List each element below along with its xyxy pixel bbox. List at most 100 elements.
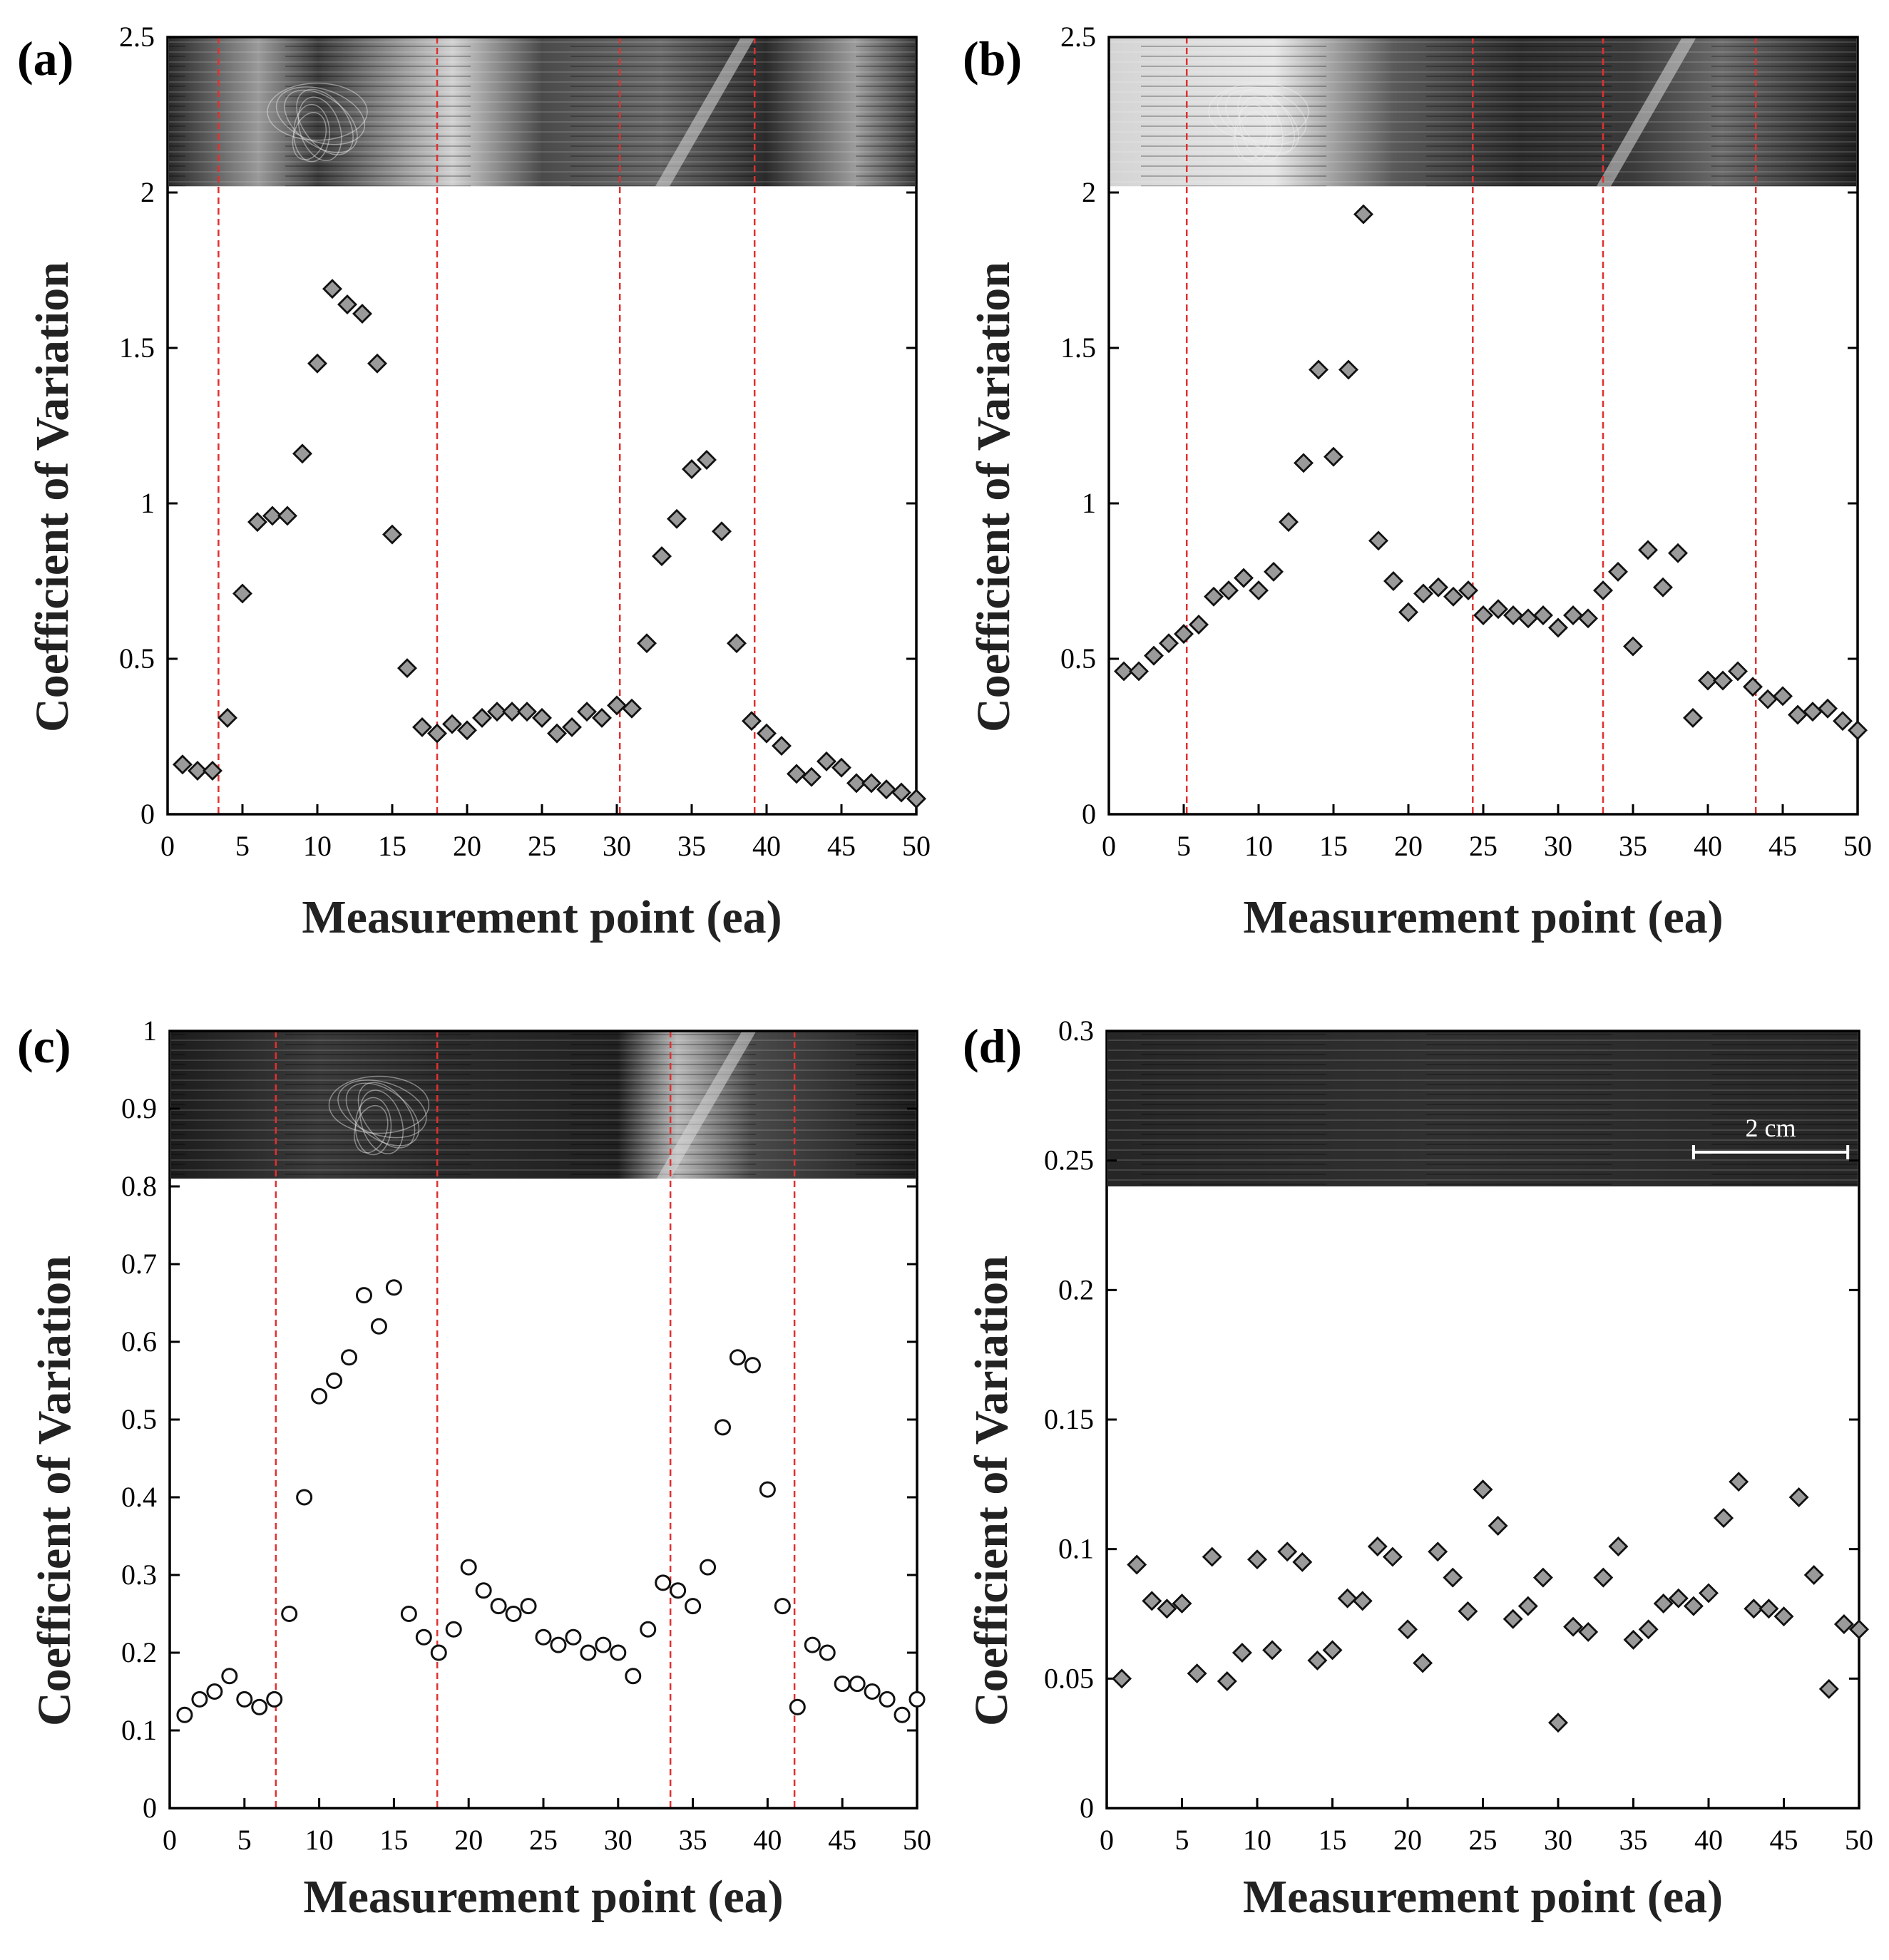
fiber-tangle <box>354 1097 392 1156</box>
data-point <box>1189 615 1209 635</box>
data-point <box>1849 1619 1869 1640</box>
data-point <box>1428 1541 1448 1562</box>
x-tick-label: 35 <box>1619 830 1647 862</box>
specimen-photo-texture <box>169 37 915 187</box>
data-point <box>341 1349 358 1366</box>
data-point <box>1428 577 1448 597</box>
data-point <box>1683 1596 1704 1616</box>
data-point <box>595 1636 612 1653</box>
x-axis-title: Measurement point (ea) <box>302 891 782 943</box>
fiber-bundle-streak <box>655 37 755 187</box>
x-tick-label: 50 <box>903 1824 931 1856</box>
data-point <box>292 443 312 464</box>
data-point <box>457 720 477 741</box>
specimen-photo: 2 cm <box>1108 1031 1858 1186</box>
data-point <box>1623 1629 1644 1650</box>
data-point <box>355 1287 372 1304</box>
x-tick-label: 40 <box>752 830 781 862</box>
data-point <box>326 1372 343 1389</box>
data-point <box>382 524 402 545</box>
data-point <box>861 773 881 794</box>
panel-label-d: (d) <box>963 1019 1022 1073</box>
fiber-tangle <box>328 1075 430 1134</box>
data-point <box>891 782 911 803</box>
data-point <box>173 754 193 775</box>
fiber-tangle <box>1233 112 1269 160</box>
data-point <box>580 1644 597 1661</box>
panel-label-a: (a) <box>17 31 73 86</box>
data-point <box>1473 1479 1493 1500</box>
data-point <box>311 1387 328 1405</box>
y-tick-label: 0.6 <box>121 1325 157 1358</box>
data-point <box>1249 580 1269 601</box>
y-axis-title: Coefficient of Variation <box>26 262 78 732</box>
data-point <box>1578 1621 1599 1642</box>
chart-panel-d: 2 cm 0 0.05 0.1 0.15 0.2 0.25 0.3 0 5 10 15 20 25 30 35… <box>966 1015 1873 1923</box>
data-point <box>176 1706 193 1723</box>
y-tick-label: 0 <box>140 798 155 830</box>
data-point <box>607 695 627 716</box>
fiber-tangle <box>296 88 354 155</box>
data-point <box>191 1690 208 1708</box>
data-point <box>1142 1591 1162 1611</box>
data-point <box>1563 1616 1584 1637</box>
data-point <box>879 1690 896 1708</box>
x-tick-label: 15 <box>1319 1824 1347 1856</box>
data-point <box>532 707 552 728</box>
data-point <box>1129 661 1149 682</box>
fiber-tangle <box>1208 82 1309 141</box>
data-point <box>1262 1640 1283 1661</box>
data-point <box>1202 1546 1222 1567</box>
fiber-tangle <box>297 96 342 162</box>
y-tick-label: 1.5 <box>1060 332 1096 364</box>
specimen-photo <box>171 1031 916 1179</box>
data-point <box>505 1606 522 1622</box>
data-point <box>1803 1565 1824 1585</box>
data-point <box>1517 1596 1538 1616</box>
data-point <box>592 707 612 728</box>
data-point <box>1443 1567 1463 1588</box>
data-point <box>415 1628 432 1646</box>
x-axis-title: Measurement point (ea) <box>1243 891 1723 943</box>
y-tick-label: 1 <box>143 1015 157 1047</box>
fiber-tangle <box>275 86 366 145</box>
data-point <box>206 1683 223 1700</box>
data-point <box>1187 1663 1207 1684</box>
data-point <box>1294 453 1314 473</box>
data-point <box>1172 1593 1192 1613</box>
y-tick-label: 1 <box>1082 487 1096 519</box>
x-tick-label: 30 <box>1544 1824 1572 1856</box>
data-point <box>236 1690 253 1708</box>
fiber-tangle <box>1237 88 1295 155</box>
x-tick-label: 10 <box>1244 830 1273 862</box>
data-point <box>1458 1601 1478 1621</box>
data-point <box>472 707 492 728</box>
data-point <box>1698 670 1718 691</box>
y-tick-label: 0.1 <box>121 1714 157 1746</box>
data-point <box>517 702 537 722</box>
specimen-photo <box>169 37 915 187</box>
specimen-photo-texture <box>1108 1031 1858 1186</box>
x-tick-label: 40 <box>1694 830 1722 862</box>
data-point <box>1759 1599 1779 1619</box>
data-point <box>1382 1546 1403 1567</box>
data-point <box>490 1598 507 1615</box>
x-tick-label: 0 <box>160 830 175 862</box>
data-point <box>1398 1619 1418 1640</box>
y-tick-label: 0.1 <box>1058 1533 1094 1565</box>
data-point <box>802 766 821 787</box>
data-point <box>1292 1551 1313 1572</box>
data-point <box>397 658 417 679</box>
data-point <box>266 1690 283 1708</box>
data-point <box>221 1668 238 1685</box>
data-point <box>1653 1593 1674 1613</box>
data-point <box>894 1706 911 1723</box>
chart-panel-b: 0 0.5 1 1.5 2 2.5 0 5 10 15 20 25 30 35 40 45 50 Measurem… <box>968 21 1872 943</box>
specimen-photo <box>1110 37 1856 187</box>
data-point <box>430 1644 447 1661</box>
x-tick-label: 5 <box>235 830 250 862</box>
data-point <box>203 760 222 781</box>
data-point <box>296 1489 313 1506</box>
data-point <box>1833 1614 1854 1635</box>
data-point <box>217 707 237 728</box>
